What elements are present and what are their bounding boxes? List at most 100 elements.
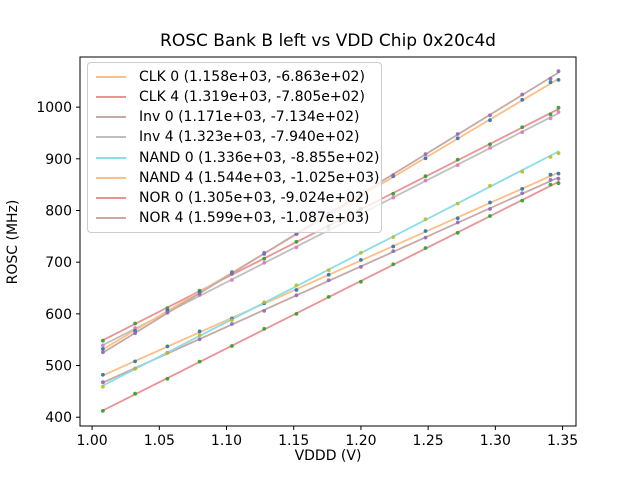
data-point [197, 329, 202, 334]
legend-item-nor-4: NOR 4 (1.599e+03, -1.087e+03) [96, 208, 373, 228]
data-point [359, 265, 363, 269]
data-point [548, 116, 553, 121]
legend-line-swatch [96, 196, 126, 199]
data-point [455, 163, 460, 168]
data-point [520, 198, 525, 203]
data-point [556, 176, 561, 181]
data-point [101, 409, 105, 413]
data-point [548, 76, 553, 81]
legend-item-inv-0: Inv 0 (1.171e+03, -7.134e+02) [96, 107, 373, 127]
data-point [230, 344, 234, 348]
data-point [326, 268, 331, 272]
data-point [391, 191, 396, 196]
x-tick-label: 1.10 [211, 433, 242, 449]
scatter-nand-0 [101, 151, 561, 389]
y-axis-label: ROSC (MHz) [5, 199, 21, 285]
data-point [359, 258, 363, 262]
data-point [556, 171, 561, 176]
legend-label: NOR 0 (1.305e+03, -9.024e+02) [139, 189, 370, 206]
data-point [391, 249, 396, 254]
data-point [423, 152, 428, 157]
data-point [520, 130, 525, 135]
data-point [391, 244, 396, 249]
data-point [197, 337, 202, 342]
data-point [455, 201, 460, 206]
data-point [101, 384, 105, 389]
data-point [548, 112, 553, 117]
chart-title: ROSC Bank B left vs VDD Chip 0x20c4d [160, 31, 496, 51]
data-point [133, 326, 138, 330]
fit-line-nand-0 [102, 150, 560, 387]
data-point [262, 250, 267, 255]
data-point [326, 272, 331, 277]
data-point [230, 318, 234, 322]
data-point [548, 178, 553, 182]
y-tick-label: 1000 [36, 100, 72, 116]
legend-line-swatch [96, 96, 126, 99]
data-point [488, 200, 492, 205]
data-point [423, 246, 428, 250]
data-point [455, 157, 460, 162]
data-point [455, 216, 460, 221]
legend-line-swatch [96, 216, 126, 219]
x-tick-label: 1.35 [547, 433, 578, 449]
data-point [101, 380, 105, 385]
data-point [556, 69, 561, 74]
fit-line-nor-0 [102, 180, 560, 412]
data-point [101, 347, 105, 351]
y-axis-ticks: 400 500 600 700 800 900 1000 [36, 100, 80, 426]
data-point [359, 279, 363, 284]
legend-label: CLK 4 (1.319e+03, -7.805e+02) [139, 89, 365, 106]
data-point [262, 256, 267, 261]
x-tick-label: 1.05 [144, 433, 175, 449]
data-point [548, 155, 553, 159]
legend-item-clk-0: CLK 0 (1.158e+03, -6.863e+02) [96, 67, 373, 87]
data-point [488, 207, 492, 211]
data-point [423, 174, 428, 179]
data-point [359, 250, 363, 255]
data-point [391, 195, 396, 200]
data-point [294, 245, 299, 250]
data-point [294, 288, 299, 292]
y-tick-label: 800 [45, 203, 72, 219]
scatter-nor-0 [101, 181, 561, 413]
data-point [262, 326, 267, 331]
data-point [488, 118, 492, 123]
data-point [455, 230, 460, 235]
x-tick-label: 1.15 [278, 433, 309, 449]
data-point [391, 173, 396, 178]
data-point [294, 239, 299, 244]
legend-item-nand-0: NAND 0 (1.336e+03, -8.855e+02) [96, 148, 379, 168]
x-axis-ticks: 1.00 1.05 1.10 1.15 1.20 1.25 1.30 1.35 [77, 426, 578, 449]
data-point [391, 262, 396, 267]
data-point [294, 232, 299, 237]
y-tick-label: 500 [45, 359, 72, 375]
data-point [294, 312, 299, 316]
data-point [548, 182, 553, 187]
data-point [488, 183, 492, 188]
data-point [556, 105, 561, 110]
data-point [197, 292, 202, 296]
legend-label: CLK 0 (1.158e+03, -6.863e+02) [139, 69, 365, 86]
data-point [101, 372, 105, 377]
data-point [488, 113, 492, 118]
data-point [230, 278, 234, 282]
data-point [520, 191, 525, 196]
data-point [326, 278, 331, 283]
data-point [101, 350, 105, 355]
data-point [488, 146, 492, 150]
data-point [262, 260, 267, 265]
data-point [520, 97, 525, 102]
data-point [556, 181, 561, 186]
legend-label: Inv 4 (1.323e+03, -7.940e+02) [139, 129, 360, 146]
data-point [230, 322, 234, 326]
data-point [548, 80, 553, 85]
data-point [556, 78, 561, 82]
x-axis-label: VDDD (V) [294, 448, 362, 464]
data-point [423, 156, 428, 161]
data-point [520, 92, 525, 97]
legend-line-swatch [96, 116, 126, 119]
data-point [133, 331, 138, 336]
data-point [488, 142, 492, 147]
legend-label: NAND 4 (1.544e+03, -1.025e+03) [139, 169, 380, 186]
